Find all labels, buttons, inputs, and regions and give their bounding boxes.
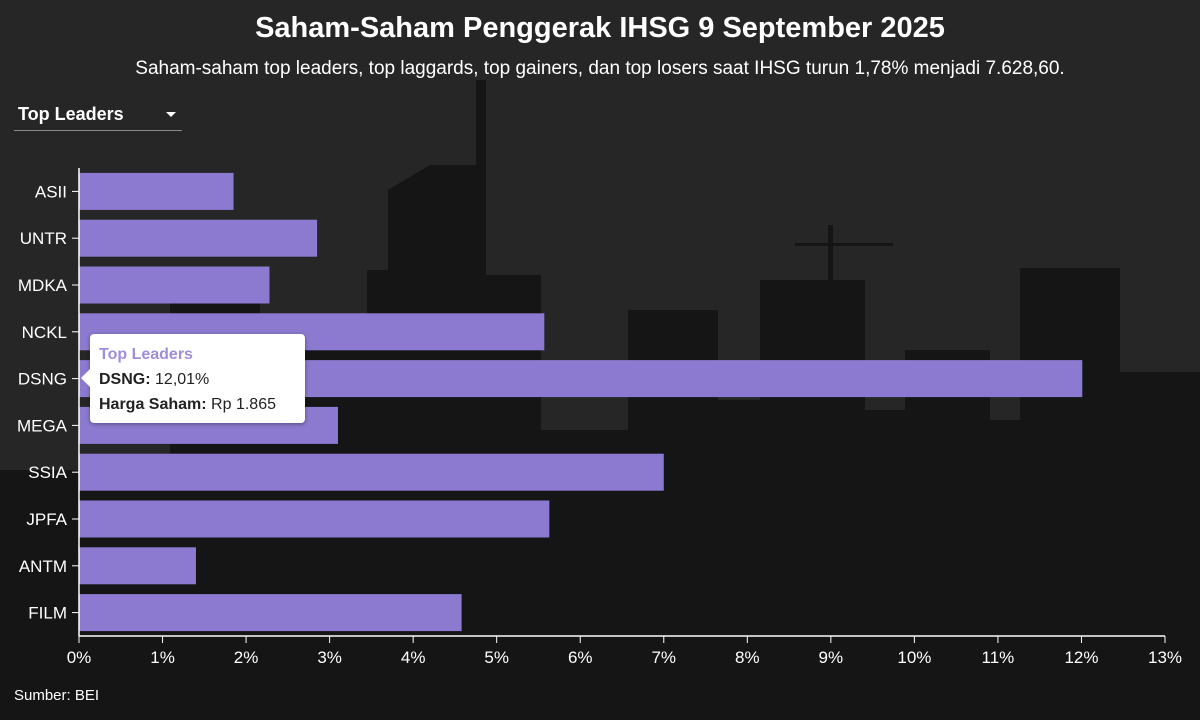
tooltip-value-row: DSNG: 12,01% xyxy=(99,371,209,389)
bar-jpfa[interactable] xyxy=(79,500,550,538)
bar-antm[interactable] xyxy=(79,547,196,585)
x-tick-label: 12% xyxy=(1064,648,1098,667)
tooltip-price-row: Harga Saham: Rp 1.865 xyxy=(99,396,276,414)
x-tick-label: 5% xyxy=(484,648,509,667)
y-tick-label: MEGA xyxy=(17,416,68,435)
tooltip-ticker: DSNG: xyxy=(99,371,151,388)
y-tick-label: NCKL xyxy=(22,323,67,342)
y-tick-label: FILM xyxy=(28,604,67,623)
tooltip-price-value: Rp 1.865 xyxy=(211,396,276,413)
tooltip-price-label: Harga Saham: xyxy=(99,396,207,413)
category-dropdown[interactable]: Top Leaders xyxy=(14,98,182,131)
chart-title: Saham-Saham Penggerak IHSG 9 September 2… xyxy=(255,12,945,44)
x-tick-label: 3% xyxy=(317,648,342,667)
bar-asii[interactable] xyxy=(79,172,234,210)
x-tick-label: 4% xyxy=(401,648,426,667)
x-tick-label: 6% xyxy=(568,648,593,667)
x-tick-label: 2% xyxy=(234,648,259,667)
tooltip-title: Top Leaders xyxy=(99,346,193,363)
x-tick-label: 10% xyxy=(897,648,931,667)
x-tick-label: 11% xyxy=(982,648,1015,667)
bar-ssia[interactable] xyxy=(79,453,664,491)
tooltip: Top Leaders DSNG: 12,01% Harga Saham: Rp… xyxy=(81,334,305,423)
y-tick-label: UNTR xyxy=(20,229,67,248)
x-tick-label: 9% xyxy=(819,648,844,667)
y-tick-label: MDKA xyxy=(18,276,68,295)
x-tick-label: 13% xyxy=(1148,648,1182,667)
chart-subtitle: Saham-saham top leaders, top laggards, t… xyxy=(135,58,1065,79)
dropdown-selected-label: Top Leaders xyxy=(18,104,124,124)
bar-mdka[interactable] xyxy=(79,266,270,304)
x-tick-label: 1% xyxy=(150,648,175,667)
tooltip-value: 12,01% xyxy=(155,371,210,388)
y-tick-label: SSIA xyxy=(28,463,67,482)
y-tick-label: DSNG xyxy=(18,370,67,389)
bar-film[interactable] xyxy=(79,594,462,632)
y-tick-label: ASII xyxy=(35,182,67,201)
bar-untr[interactable] xyxy=(79,219,318,257)
chevron-down-icon xyxy=(166,112,176,117)
source-note: Sumber: BEI xyxy=(14,687,100,704)
x-tick-label: 0% xyxy=(67,648,92,667)
x-tick-label: 7% xyxy=(651,648,676,667)
x-tick-label: 8% xyxy=(735,648,760,667)
y-tick-label: JPFA xyxy=(26,510,67,529)
y-tick-label: ANTM xyxy=(19,557,67,576)
